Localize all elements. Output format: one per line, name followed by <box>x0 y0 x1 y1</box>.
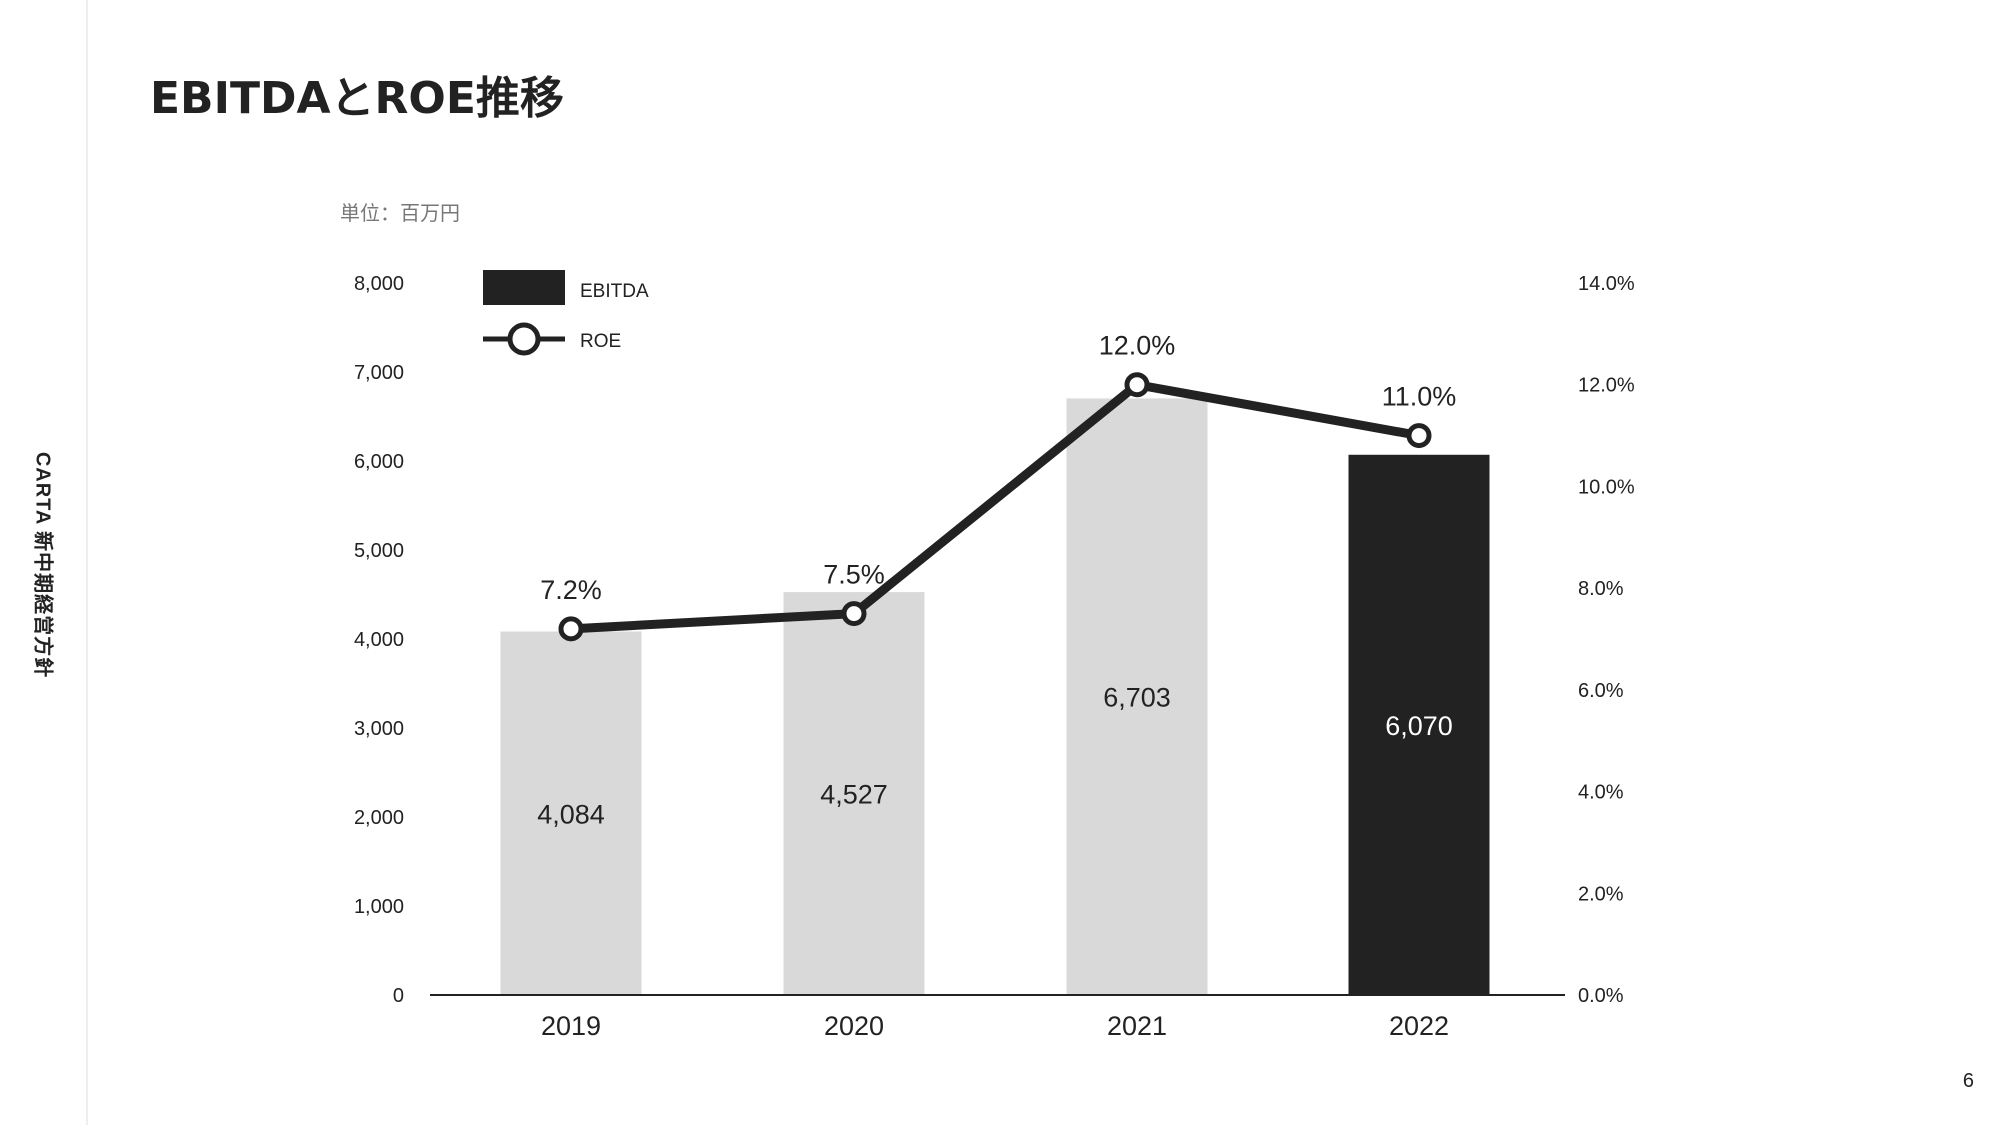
right-axis-tick-label: 8.0% <box>1578 578 1624 600</box>
ebitda-bar <box>1066 398 1208 996</box>
right-axis-tick-label: 10.0% <box>1578 476 1635 498</box>
ebitda-value-label: 6,703 <box>1103 683 1171 713</box>
ebitda-bar <box>783 592 925 995</box>
roe-value-label: 12.0% <box>1099 331 1176 361</box>
right-axis-tick-label: 2.0% <box>1578 883 1624 905</box>
legend-label-roe: ROE <box>580 331 621 352</box>
right-axis-tick-label: 6.0% <box>1578 680 1624 702</box>
roe-marker <box>558 616 584 642</box>
x-axis-category-label: 2019 <box>541 1011 601 1041</box>
right-axis-tick-label: 12.0% <box>1578 375 1635 397</box>
roe-line-series: 7.2% 7.5% 12.0% 11.0% <box>540 331 1457 642</box>
ebitda-value-label: 4,084 <box>537 799 605 829</box>
roe-value-label: 7.5% <box>823 560 885 590</box>
sidebar-divider <box>86 0 88 1125</box>
legend-swatch-ebitda <box>483 270 565 305</box>
x-axis-tick-labels: 2019 2020 2021 2022 <box>541 1011 1449 1041</box>
ebitda-bar <box>500 631 642 995</box>
left-axis-tick-label: 8,000 <box>354 273 404 295</box>
roe-marker <box>1124 372 1150 398</box>
left-axis-tick-label: 0 <box>393 985 404 1007</box>
ebitda-bar <box>1348 454 1490 995</box>
left-axis-tick-label: 5,000 <box>354 540 404 562</box>
roe-marker <box>841 601 867 627</box>
left-axis-tick-label: 6,000 <box>354 451 404 473</box>
chart-legend: EBITDA ROE <box>483 270 649 356</box>
roe-line <box>570 380 1420 634</box>
x-axis-category-label: 2021 <box>1107 1011 1167 1041</box>
roe-marker <box>1406 423 1432 449</box>
right-axis-tick-label: 4.0% <box>1578 782 1624 804</box>
ebitda-value-label: 6,070 <box>1385 711 1453 741</box>
right-axis-tick-label: 14.0% <box>1578 273 1635 295</box>
right-axis-tick-labels: 0.0% 2.0% 4.0% 6.0% 8.0% 10.0% 12.0% 14.0% <box>1578 273 1635 1007</box>
left-axis-tick-label: 2,000 <box>354 807 404 829</box>
left-axis-tick-label: 4,000 <box>354 629 404 651</box>
left-axis-tick-label: 3,000 <box>354 718 404 740</box>
left-axis-tick-labels: 0 1,000 2,000 3,000 4,000 5,000 6,000 7,000 8,00… <box>354 273 404 1007</box>
roe-value-label: 7.2% <box>540 575 602 605</box>
right-axis-tick-label: 0.0% <box>1578 985 1624 1007</box>
ebitda-value-label: 4,527 <box>820 780 888 810</box>
x-axis-category-label: 2020 <box>824 1011 884 1041</box>
page-number: 6 <box>1962 1070 1974 1092</box>
legend-label-ebitda: EBITDA <box>580 281 649 302</box>
page-title: EBITDAとROE推移 <box>150 73 564 124</box>
legend-swatch-roe-marker <box>507 322 541 356</box>
x-axis-category-label: 2022 <box>1389 1011 1449 1041</box>
unit-label: 単位：百万円 <box>340 202 460 225</box>
ebitda-bars: 4,084 4,527 6,703 6,070 <box>500 398 1490 996</box>
roe-value-label: 11.0% <box>1382 382 1457 412</box>
left-axis-tick-label: 1,000 <box>354 896 404 918</box>
left-axis-tick-label: 7,000 <box>354 362 404 384</box>
